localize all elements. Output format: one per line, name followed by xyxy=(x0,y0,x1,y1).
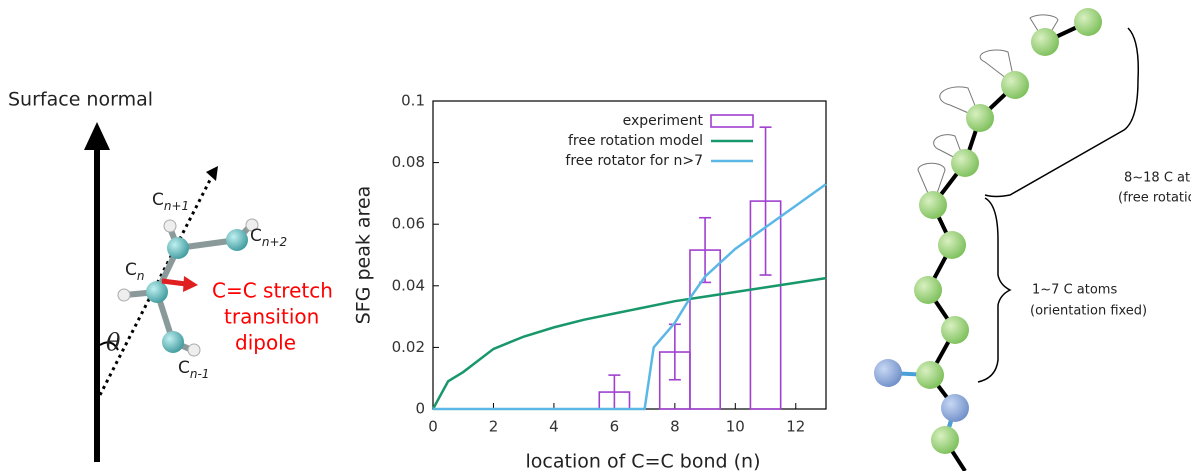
y-tick-label: 0.06 xyxy=(392,215,425,233)
atom-label: Cn+1 xyxy=(152,190,189,213)
atom-subscript: n+2 xyxy=(262,235,287,249)
chain-diagram xyxy=(874,8,1140,471)
x-tick-label: 12 xyxy=(786,418,805,436)
y-tick-label: 0.02 xyxy=(392,338,425,356)
y-axis-label: SFG peak area xyxy=(353,186,375,325)
dipole-label: dipole xyxy=(235,331,296,355)
x-tick-label: 10 xyxy=(726,418,745,436)
atom-subscript: n xyxy=(137,269,145,283)
atom-symbol: C xyxy=(125,260,137,280)
chain-label: 8~18 C atoms xyxy=(1124,171,1191,186)
atom-subscript: n-1 xyxy=(190,367,210,381)
atom-symbol: C xyxy=(178,358,190,378)
x-axis-label: location of C=C bond (n) xyxy=(526,451,761,471)
atom-symbol: C xyxy=(152,190,164,210)
legend-label: free rotator for n>7 xyxy=(565,153,703,169)
angle-label: θ xyxy=(106,329,121,357)
atom-label: Cn-1 xyxy=(178,358,209,381)
chain-label: (orientation fixed) xyxy=(1030,304,1147,319)
y-tick-label: 0.04 xyxy=(392,276,425,294)
panel-label: Surface normal xyxy=(8,89,153,111)
atom-label: Cn xyxy=(125,260,144,283)
x-tick-label: 6 xyxy=(610,418,620,436)
x-tick-label: 8 xyxy=(670,418,680,436)
legend-label: experiment xyxy=(623,113,704,129)
line xyxy=(433,183,827,411)
line xyxy=(431,276,827,410)
x-tick-label: 0 xyxy=(428,418,438,436)
y-tick-label: 0 xyxy=(415,400,425,418)
dipole-label: C=C stretch xyxy=(212,279,333,303)
y-tick-label: 0.08 xyxy=(392,153,425,171)
legend-label: free rotation model xyxy=(568,133,703,149)
dipole-label: transition xyxy=(224,305,319,329)
x-tick-label: 4 xyxy=(549,418,559,436)
legend-swatch xyxy=(710,114,754,128)
atom-subscript: n+1 xyxy=(164,199,189,213)
atom-symbol: C xyxy=(250,226,262,246)
molecule-diagram xyxy=(84,122,259,462)
chain-label: 1~7 C atoms xyxy=(1032,283,1117,298)
y-tick-label: 0.1 xyxy=(401,92,425,110)
atom-label: Cn+2 xyxy=(250,226,287,249)
x-tick-label: 2 xyxy=(489,418,499,436)
chain-label: (free rotation) xyxy=(1118,191,1191,206)
